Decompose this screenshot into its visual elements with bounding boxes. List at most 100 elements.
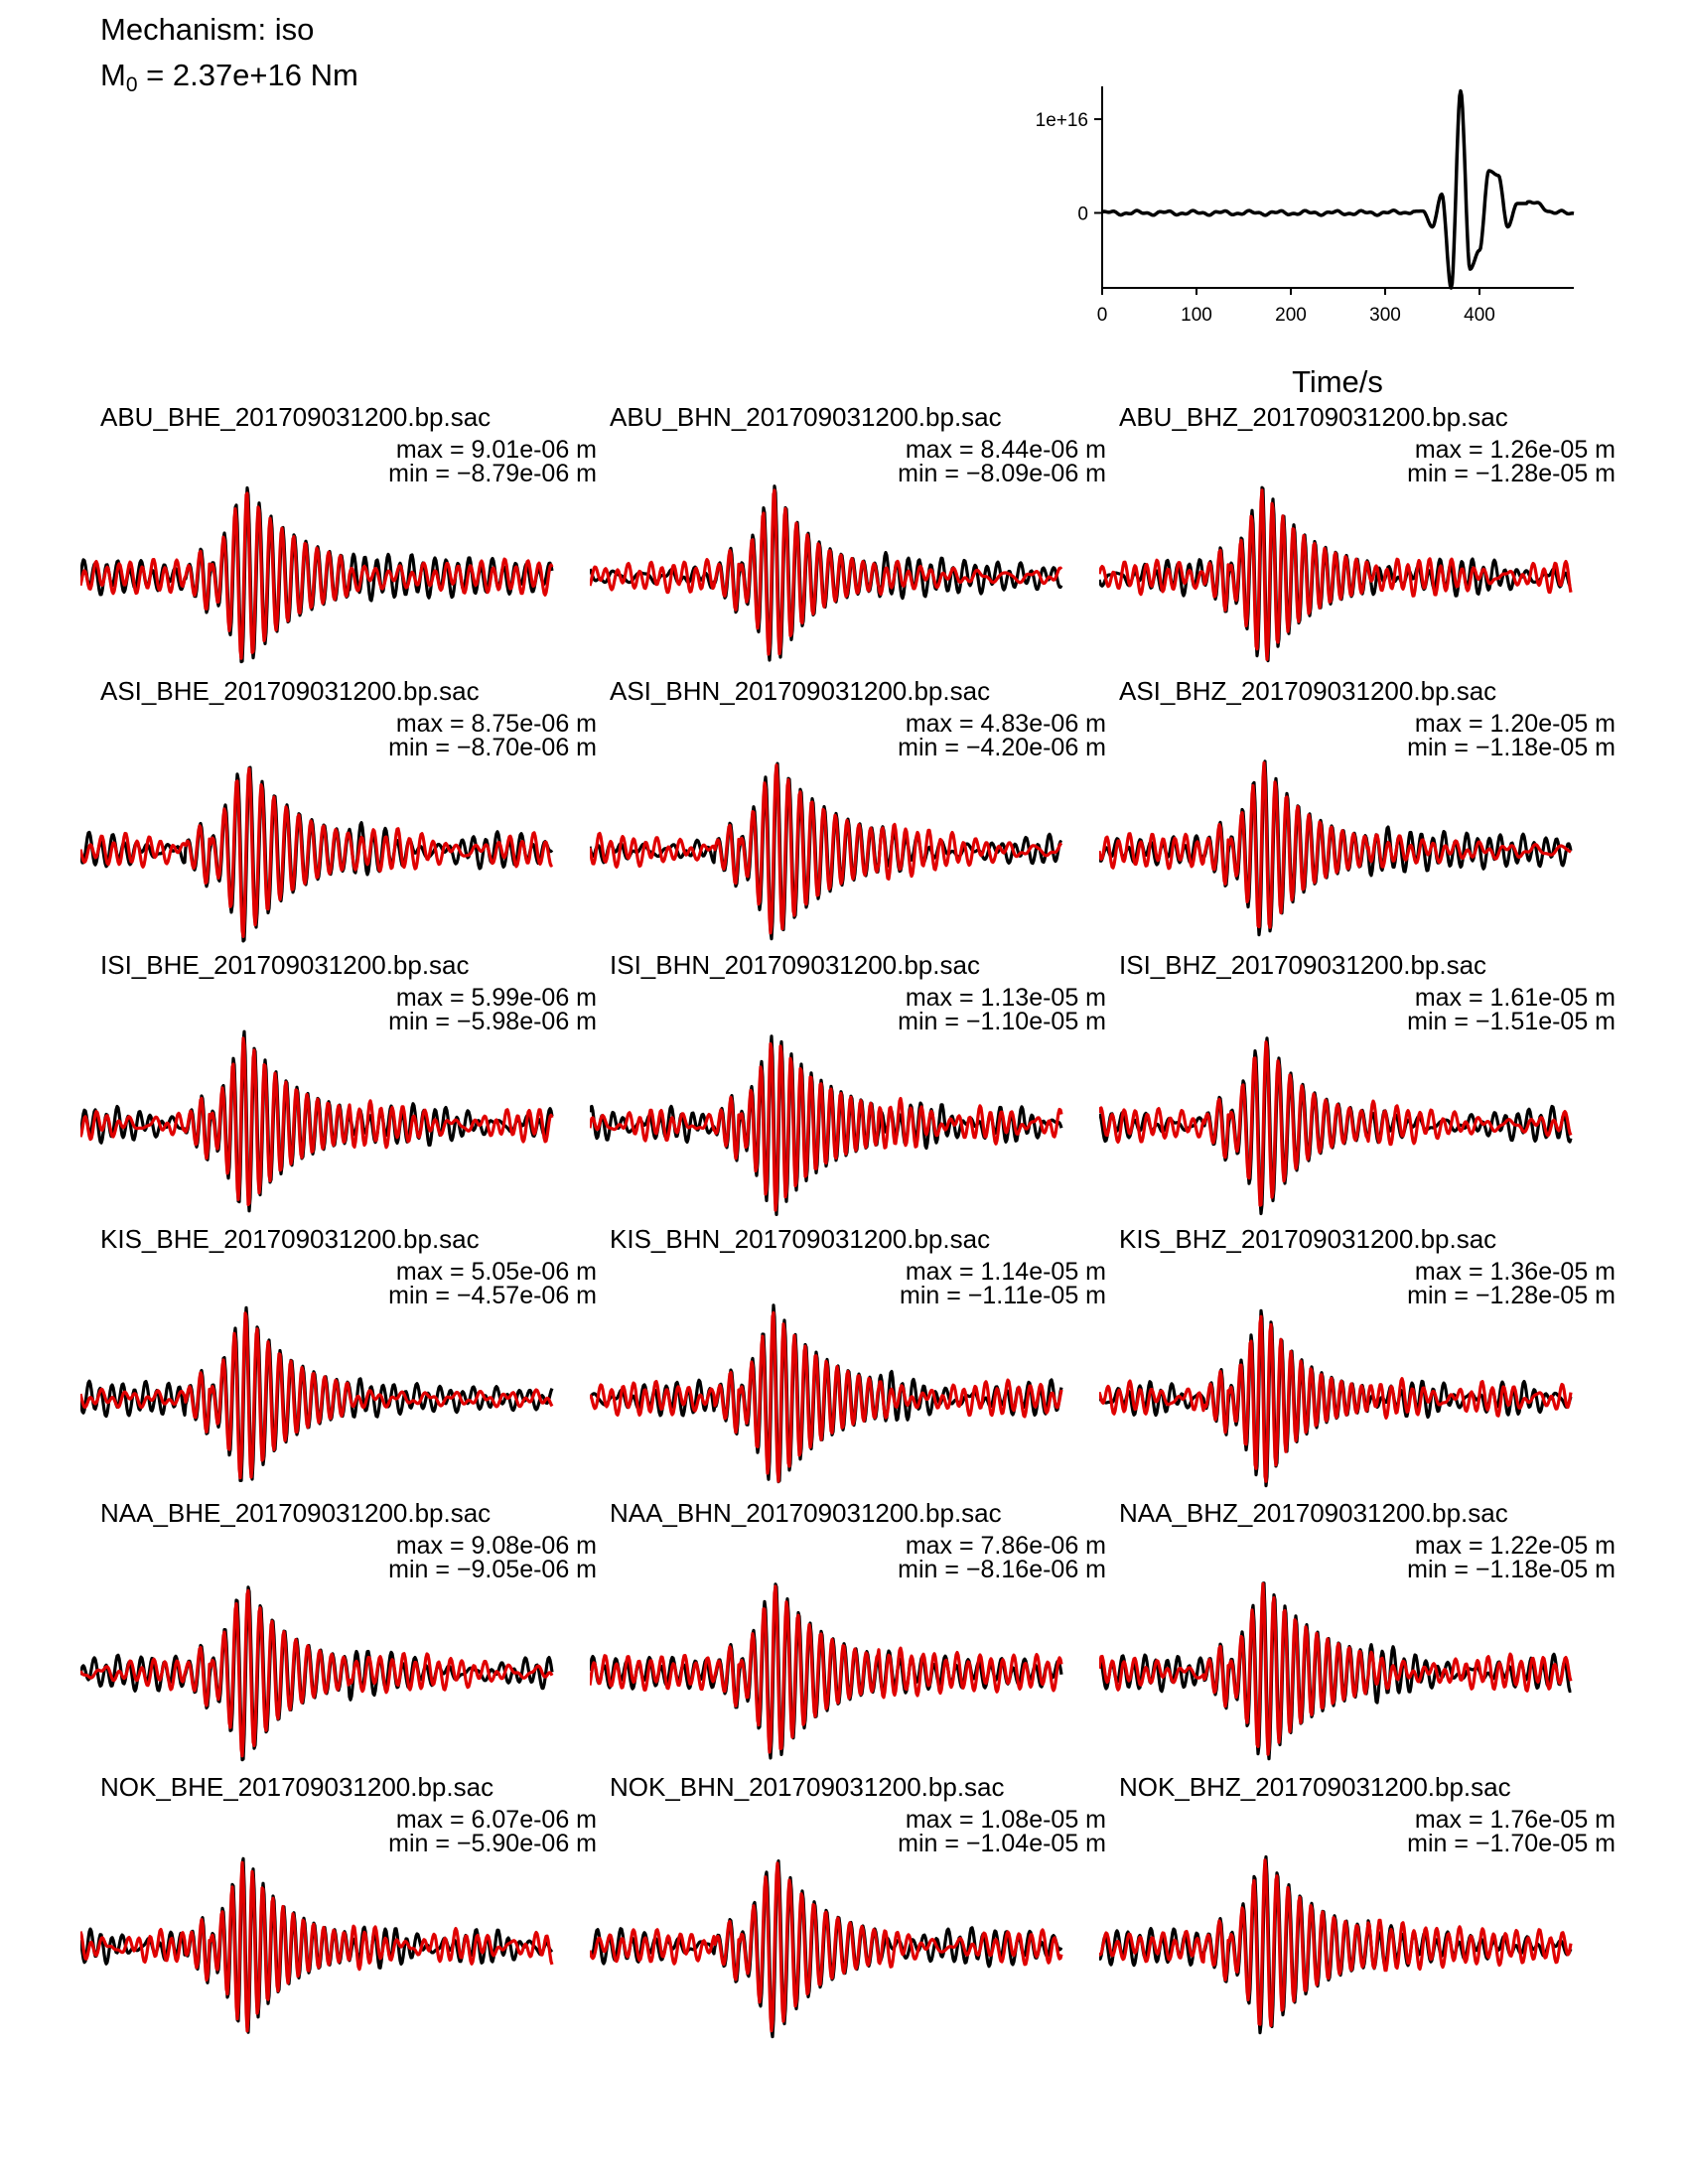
synthetic-trace	[80, 1588, 554, 1758]
panel-max: max = 1.13e-05 m	[905, 984, 1106, 1012]
panel-min: min = −8.70e-06 m	[388, 734, 597, 761]
waveform-plot	[590, 1859, 1063, 2039]
waveform-panel: KIS_BHE_201709031200.bp.sac max = 5.05e-0…	[80, 1224, 597, 1494]
panel-title: NOK_BHZ_201709031200.bp.sac	[1119, 1772, 1511, 1802]
synthetic-trace	[1099, 1581, 1573, 1756]
panel-title: ASI_BHN_201709031200.bp.sac	[610, 676, 991, 706]
waveform-plot	[590, 1303, 1063, 1484]
waveform-plot	[80, 1029, 554, 1213]
synthetic-trace	[1099, 488, 1573, 661]
panel-min: min = −1.28e-05 m	[1407, 1282, 1616, 1309]
waveform-plot	[590, 484, 1063, 662]
y-tick-label: 1e+16	[1036, 110, 1088, 131]
waveform-plot	[1099, 1308, 1573, 1488]
panel-max: max = 1.61e-05 m	[1414, 984, 1616, 1012]
panel-title: ISI_BHN_201709031200.bp.sac	[610, 950, 980, 980]
waveform-plot	[80, 765, 554, 943]
synthetic-trace	[1099, 1858, 1573, 2028]
panel-title: NAA_BHN_201709031200.bp.sac	[610, 1498, 1002, 1528]
panel-title: ASI_BHZ_201709031200.bp.sac	[1119, 676, 1497, 706]
panel-title: ISI_BHZ_201709031200.bp.sac	[1119, 950, 1487, 980]
synthetic-trace	[80, 766, 554, 938]
panel-title: KIS_BHZ_201709031200.bp.sac	[1119, 1224, 1497, 1254]
observed-trace	[590, 1303, 1063, 1484]
waveform-plot	[590, 761, 1063, 941]
panel-max: max = 8.44e-06 m	[905, 436, 1106, 464]
panel-min: min = −1.04e-05 m	[898, 1830, 1106, 1857]
waveform-panel: NAA_BHZ_201709031200.bp.sac max = 1.22e-0…	[1099, 1498, 1616, 1768]
waveform-plot	[590, 1582, 1063, 1760]
synthetic-trace	[80, 1860, 554, 2033]
waveform-panel: NAA_BHE_201709031200.bp.sac max = 9.08e-0…	[80, 1498, 597, 1768]
moment-value: = 2.37e+16 Nm	[137, 58, 358, 92]
waveform-panel: KIS_BHZ_201709031200.bp.sac max = 1.36e-0…	[1099, 1224, 1616, 1494]
panel-min: min = −1.11e-05 m	[900, 1282, 1106, 1309]
waveform-plot	[80, 1305, 554, 1482]
panel-min: min = −8.16e-06 m	[898, 1556, 1106, 1583]
panel-min: min = −8.79e-06 m	[388, 460, 597, 487]
stf-line	[1101, 88, 1575, 290]
synthetic-trace	[590, 1584, 1063, 1754]
panel-min: min = −5.98e-06 m	[388, 1008, 597, 1035]
moment-label: M0 = 2.37e+16 Nm	[100, 58, 358, 97]
panel-title: ABU_BHZ_201709031200.bp.sac	[1119, 402, 1508, 432]
waveform-plot	[590, 1034, 1063, 1216]
panel-min: min = −1.18e-05 m	[1407, 734, 1616, 761]
panel-max: max = 1.76e-05 m	[1414, 1806, 1616, 1834]
waveform-panel: ABU_BHN_201709031200.bp.sac max = 8.44e-0…	[590, 402, 1106, 672]
synthetic-trace	[590, 1861, 1063, 2033]
waveform-plot	[80, 1585, 554, 1762]
panel-min: min = −1.28e-05 m	[1407, 460, 1616, 487]
x-tick-label: 400	[1464, 305, 1495, 326]
panel-min: min = −1.70e-05 m	[1407, 1830, 1616, 1857]
panel-title: NOK_BHE_201709031200.bp.sac	[100, 1772, 494, 1802]
panel-max: max = 1.26e-05 m	[1414, 436, 1616, 464]
panel-min: min = −8.09e-06 m	[898, 460, 1106, 487]
synthetic-trace	[1099, 1040, 1573, 1207]
observed-trace	[590, 1582, 1063, 1760]
synthetic-trace	[590, 488, 1063, 656]
observed-trace	[590, 1034, 1063, 1216]
panel-max: max = 9.08e-06 m	[395, 1532, 597, 1560]
x-axis-label: Time/s	[1292, 364, 1383, 399]
moment-subscript: 0	[125, 73, 138, 96]
panel-title: ASI_BHE_201709031200.bp.sac	[100, 676, 480, 706]
panel-min: min = −4.20e-06 m	[898, 734, 1106, 761]
panel-max: max = 4.83e-06 m	[905, 710, 1106, 738]
waveform-plot	[1099, 1854, 1573, 2035]
waveform-panel: ISI_BHE_201709031200.bp.sac max = 5.99e-0…	[80, 950, 597, 1220]
y-tick-label: 0	[1077, 204, 1088, 224]
synthetic-trace	[590, 1041, 1063, 1212]
waveform-plot	[1099, 485, 1573, 663]
panel-min: min = −9.05e-06 m	[388, 1556, 597, 1583]
panel-max: max = 1.22e-05 m	[1414, 1532, 1616, 1560]
panel-title: ABU_BHE_201709031200.bp.sac	[100, 402, 492, 432]
panel-max: max = 1.14e-05 m	[905, 1258, 1106, 1286]
panel-min: min = −1.18e-05 m	[1407, 1556, 1616, 1583]
panel-max: max = 8.75e-06 m	[395, 710, 597, 738]
panel-max: max = 5.05e-06 m	[395, 1258, 597, 1286]
panel-min: min = −1.51e-05 m	[1407, 1008, 1616, 1035]
panel-min: min = −1.10e-05 m	[898, 1008, 1106, 1035]
panel-min: min = −5.90e-06 m	[388, 1830, 597, 1857]
panel-title: KIS_BHN_201709031200.bp.sac	[610, 1224, 991, 1254]
panel-max: max = 1.08e-05 m	[905, 1806, 1106, 1834]
panel-title: NOK_BHN_201709031200.bp.sac	[610, 1772, 1005, 1802]
observed-trace	[80, 765, 554, 943]
synthetic-trace	[80, 491, 554, 660]
waveform-plot	[1099, 1036, 1573, 1216]
panel-max: max = 9.01e-06 m	[395, 436, 597, 464]
x-tick-label: 200	[1275, 305, 1307, 326]
x-tick-label: 300	[1369, 305, 1401, 326]
panel-max: max = 1.20e-05 m	[1414, 710, 1616, 738]
x-tick-label: 0	[1097, 305, 1108, 326]
synthetic-trace	[80, 1311, 554, 1480]
